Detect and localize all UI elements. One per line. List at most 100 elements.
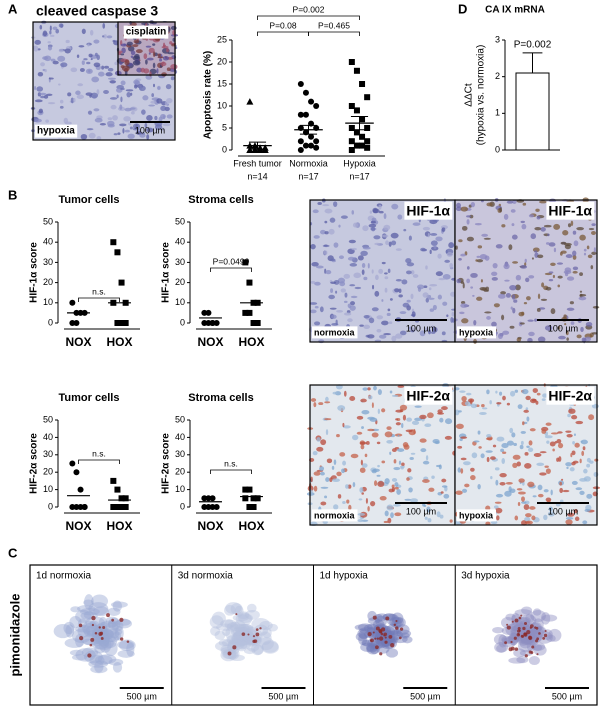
cell — [514, 515, 519, 521]
cell — [97, 71, 105, 77]
cell — [383, 224, 391, 231]
cell — [148, 104, 156, 107]
cell — [489, 400, 492, 405]
cell — [466, 278, 471, 284]
cell — [342, 422, 345, 428]
cell — [395, 418, 399, 421]
cell — [572, 250, 577, 257]
cell — [466, 215, 472, 218]
tissue — [493, 633, 507, 645]
tissue — [232, 630, 252, 643]
cell — [157, 86, 161, 90]
bracket — [78, 297, 120, 302]
cell — [114, 61, 119, 66]
cell — [397, 214, 403, 220]
cell — [58, 48, 64, 53]
image-label: hypoxia — [37, 126, 75, 137]
cell — [335, 290, 338, 294]
stain-dot — [399, 627, 404, 631]
tissue — [74, 633, 84, 648]
cell — [556, 438, 562, 444]
cell — [444, 435, 452, 440]
cell — [91, 76, 100, 83]
cell — [479, 287, 487, 291]
stain-label: HIF-2α — [548, 388, 592, 404]
cell — [350, 295, 358, 299]
cell — [401, 279, 408, 285]
cell — [391, 240, 397, 246]
stain-dot — [521, 635, 525, 638]
cell — [73, 97, 76, 103]
cell — [353, 272, 362, 279]
cell — [315, 265, 324, 269]
cell — [576, 334, 582, 339]
stain-dot — [100, 637, 104, 640]
cell — [544, 435, 553, 439]
cell — [537, 336, 546, 343]
tissue — [82, 621, 99, 636]
cell — [393, 466, 401, 471]
stain-dot — [388, 634, 393, 639]
cell — [460, 457, 467, 461]
point — [69, 299, 76, 306]
cell — [367, 387, 371, 391]
cell — [324, 208, 333, 214]
cell — [102, 35, 105, 38]
tissue — [501, 626, 516, 635]
cell — [164, 101, 168, 106]
tissue — [243, 631, 256, 645]
cell — [547, 325, 552, 330]
cell — [120, 80, 126, 86]
cell — [479, 411, 487, 415]
cell — [524, 462, 532, 469]
tissue — [211, 611, 226, 626]
point — [81, 504, 88, 510]
cell — [377, 389, 382, 396]
cell — [105, 72, 113, 77]
micrograph — [453, 383, 600, 526]
x-tick-label: Normoxia — [289, 158, 328, 168]
stain-label: HIF-1α — [406, 203, 450, 219]
y-tick-label: 0 — [222, 144, 227, 154]
cell — [574, 516, 580, 522]
stain-dot — [384, 636, 387, 639]
chart-title: Stroma cells — [188, 194, 253, 206]
tissue — [226, 622, 239, 632]
stain-dot — [374, 637, 377, 640]
tissue — [72, 628, 92, 644]
point — [242, 259, 249, 266]
tissue — [214, 630, 226, 640]
cell — [339, 255, 344, 260]
cell — [482, 407, 488, 410]
cell — [501, 224, 506, 228]
cell — [523, 301, 528, 305]
tissue — [90, 665, 108, 674]
stain-dot — [79, 636, 84, 641]
cell — [352, 481, 356, 488]
stain-dot — [398, 636, 402, 640]
cell — [154, 115, 158, 121]
cell — [517, 501, 521, 507]
cell — [123, 43, 126, 46]
cell — [446, 314, 449, 317]
cell — [80, 133, 88, 140]
cell — [370, 226, 376, 232]
cell — [328, 294, 335, 300]
cell — [371, 307, 379, 312]
point — [69, 504, 76, 510]
cell — [161, 72, 167, 77]
cell — [521, 421, 525, 426]
cell — [460, 436, 468, 439]
tissue — [359, 627, 376, 634]
cell — [531, 515, 536, 521]
cell — [540, 298, 548, 301]
cell — [157, 53, 161, 57]
y-axis-label: HIF-1α score — [29, 242, 40, 303]
cell — [557, 431, 563, 434]
n-label: n=17 — [349, 171, 369, 181]
cell — [554, 440, 558, 444]
cell — [579, 290, 583, 293]
stain-label-bg — [404, 201, 453, 220]
tissue — [227, 637, 245, 650]
cell — [427, 297, 435, 300]
